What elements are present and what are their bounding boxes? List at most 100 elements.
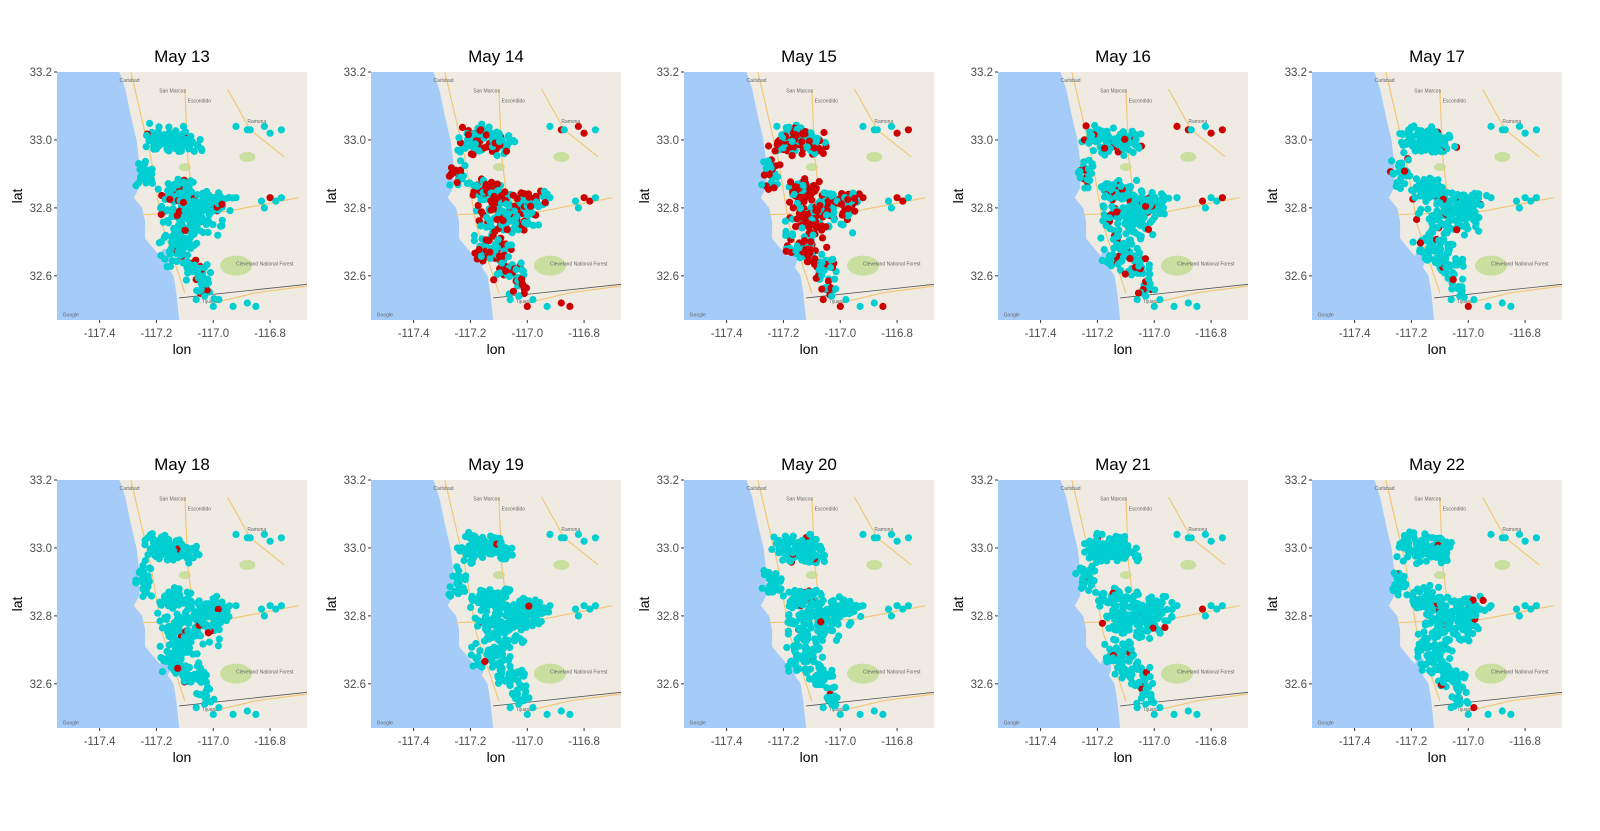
cyan-point: [1149, 231, 1157, 239]
cyan-point: [277, 126, 285, 134]
cyan-point: [483, 607, 491, 615]
cyan-point: [164, 143, 173, 151]
cyan-point: [1447, 704, 1455, 712]
cyan-point: [243, 707, 251, 715]
cyan-point: [1119, 640, 1127, 648]
cyan-point: [1104, 546, 1112, 554]
cyan-point: [187, 589, 195, 597]
red-point: [474, 201, 482, 209]
cyan-point: [847, 609, 855, 617]
cyan-point: [525, 694, 533, 702]
park-area: [846, 255, 879, 276]
cyan-point: [1131, 617, 1139, 625]
map-place-label: Ramona: [1188, 119, 1207, 125]
x-tick-label: -116.8: [568, 328, 600, 340]
y-tick-label: 33.2: [971, 67, 993, 79]
cyan-point: [1124, 671, 1132, 679]
x-tick-label: -117.0: [197, 736, 229, 748]
cyan-point: [1440, 230, 1448, 238]
cyan-point: [835, 593, 843, 601]
cyan-point: [546, 530, 554, 538]
red-point: [1161, 623, 1169, 631]
cyan-point: [1447, 625, 1455, 633]
park-area: [492, 163, 505, 172]
cyan-point: [1416, 135, 1425, 143]
y-tick-label: 33.2: [971, 475, 993, 487]
park-area: [178, 163, 191, 172]
cyan-point: [1447, 296, 1455, 304]
cyan-point: [193, 287, 201, 295]
red-point: [811, 255, 819, 263]
cyan-point: [187, 201, 195, 209]
cyan-point: [1163, 605, 1171, 614]
cyan-point: [758, 584, 766, 592]
cyan-point: [183, 251, 192, 259]
cyan-point: [781, 532, 789, 540]
park-area: [1180, 151, 1197, 162]
red-point: [218, 200, 226, 208]
cyan-point: [793, 199, 801, 207]
cyan-point: [1121, 241, 1129, 249]
cyan-point: [788, 604, 796, 612]
cyan-point: [272, 605, 280, 613]
red-point: [804, 251, 812, 260]
cyan-point: [1470, 296, 1478, 304]
cyan-point: [266, 129, 274, 137]
cyan-point: [1111, 622, 1119, 630]
cyan-point: [1156, 704, 1164, 712]
cyan-point: [232, 194, 240, 202]
cyan-point: [1136, 261, 1144, 269]
cyan-point: [1120, 543, 1128, 551]
cyan-point: [1452, 255, 1460, 263]
x-tick-label: -117.0: [824, 736, 856, 748]
cyan-point: [1112, 636, 1120, 644]
red-point: [1218, 126, 1226, 134]
cyan-point: [1421, 530, 1429, 538]
cyan-point: [246, 534, 254, 542]
cyan-point: [1173, 530, 1181, 538]
map-place-label: Google: [1004, 721, 1020, 727]
cyan-point: [1498, 299, 1506, 307]
cyan-point: [808, 545, 817, 554]
cyan-point: [1446, 224, 1454, 232]
cyan-point: [135, 160, 143, 168]
cyan-point: [1201, 122, 1209, 130]
red-point: [481, 657, 489, 665]
red-point: [819, 296, 827, 304]
red-point: [893, 129, 901, 137]
y-tick-label: 33.0: [344, 543, 366, 555]
cyan-point: [817, 673, 825, 681]
map-place-label: Escondido: [502, 99, 526, 105]
cyan-point: [1218, 602, 1226, 610]
cyan-point: [491, 131, 499, 140]
map-place-label: Carlsbad: [120, 78, 140, 84]
red-point: [804, 191, 812, 199]
cyan-point: [818, 653, 827, 661]
red-point: [1098, 619, 1106, 627]
map-panel: May 14 Carlsbad San Marcos Escondido Ramona T…: [314, 0, 628, 357]
cyan-point: [1142, 292, 1150, 300]
cyan-point: [179, 548, 187, 556]
cyan-point: [1439, 645, 1447, 654]
cyan-point: [186, 140, 195, 148]
cyan-point: [787, 535, 795, 543]
cyan-point: [1143, 612, 1151, 620]
cyan-point: [1404, 126, 1413, 134]
cyan-point: [476, 647, 484, 655]
park-area: [1433, 163, 1446, 172]
red-point: [792, 223, 800, 231]
cyan-point: [1433, 647, 1441, 655]
red-point: [1416, 239, 1424, 247]
cyan-point: [1173, 602, 1181, 610]
cyan-point: [535, 598, 544, 606]
cyan-point: [484, 646, 492, 654]
cyan-point: [154, 185, 162, 193]
cyan-point: [586, 605, 594, 613]
cyan-point: [1084, 165, 1092, 173]
cyan-point: [505, 670, 513, 678]
cyan-point: [226, 207, 234, 215]
red-point: [851, 194, 859, 202]
map-place-label: Escondido: [1443, 507, 1467, 513]
cyan-point: [1515, 612, 1523, 620]
cyan-point: [515, 292, 523, 300]
